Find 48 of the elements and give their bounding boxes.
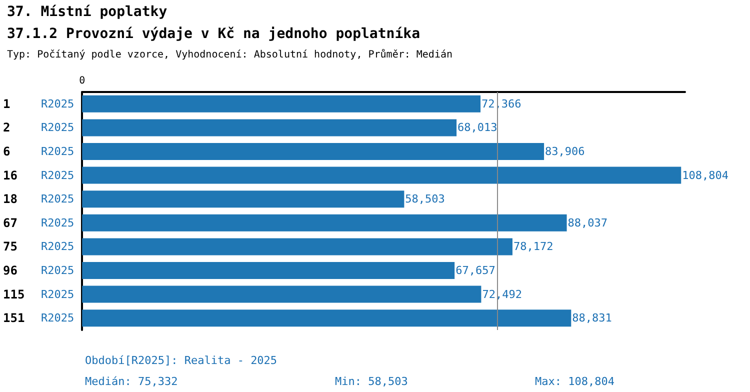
data-label: 68,013 [458, 121, 498, 134]
bar [82, 119, 457, 136]
data-label: 88,831 [572, 312, 612, 325]
text: R2025 [40, 312, 74, 325]
text: R2025 [40, 216, 74, 230]
text: R2025 [40, 192, 74, 206]
data-label: 108,804 [682, 168, 729, 182]
data-label: 58,503 [405, 192, 445, 206]
y-tick-label: 115 [3, 287, 25, 302]
text: R2025 [40, 168, 74, 182]
y-tick-label: 6 [3, 144, 10, 158]
series-label: R2025 [40, 97, 74, 110]
bar [82, 262, 455, 279]
text: Max: 108,804 [535, 375, 615, 388]
data-label: 83,906 [545, 145, 585, 158]
text: R2025 [40, 145, 74, 158]
text: Min: 58,503 [335, 375, 408, 388]
y-tick-label: 75 [3, 240, 18, 254]
y-tick-label: 18 [3, 192, 18, 206]
y-tick-label: 16 [3, 168, 18, 182]
text: Medián: 75,332 [85, 375, 178, 388]
bar [82, 238, 512, 256]
bar [82, 95, 481, 112]
chart-subtitle: 37.1.2 Provozní výdaje v Kč na jednoho poplatníka [7, 26, 420, 42]
bar [82, 190, 404, 208]
data-label: 72,492 [482, 288, 522, 301]
data-label: 88,037 [568, 216, 608, 230]
text: R2025 [40, 264, 74, 277]
y-tick-label: 2 [3, 120, 10, 135]
bar [82, 166, 682, 184]
bar [82, 214, 567, 232]
y-tick-label: 151 [3, 311, 25, 326]
y-tick-label: 96 [3, 264, 18, 278]
text: Typ: Počítaný podle vzorce, Vyhodnocení: Absolutní hodnoty, Průměr: Medián [7, 48, 453, 60]
chart-title: 37. Místní poplatky [7, 4, 168, 20]
text: 0 [79, 76, 86, 86]
text: R2025 [40, 288, 74, 301]
bar [82, 143, 544, 160]
text: Období[R2025]: Realita - 2025 [85, 354, 278, 367]
bar [82, 310, 572, 327]
data-label: 67,657 [456, 264, 496, 277]
y-tick-label: 67 [3, 216, 18, 230]
y-tick-label: 1 [3, 96, 10, 111]
text: R2025 [40, 121, 74, 134]
bar [82, 286, 482, 303]
data-label: 78,172 [513, 240, 554, 254]
text: R2025 [40, 240, 74, 254]
data-label: 72,366 [482, 97, 522, 110]
